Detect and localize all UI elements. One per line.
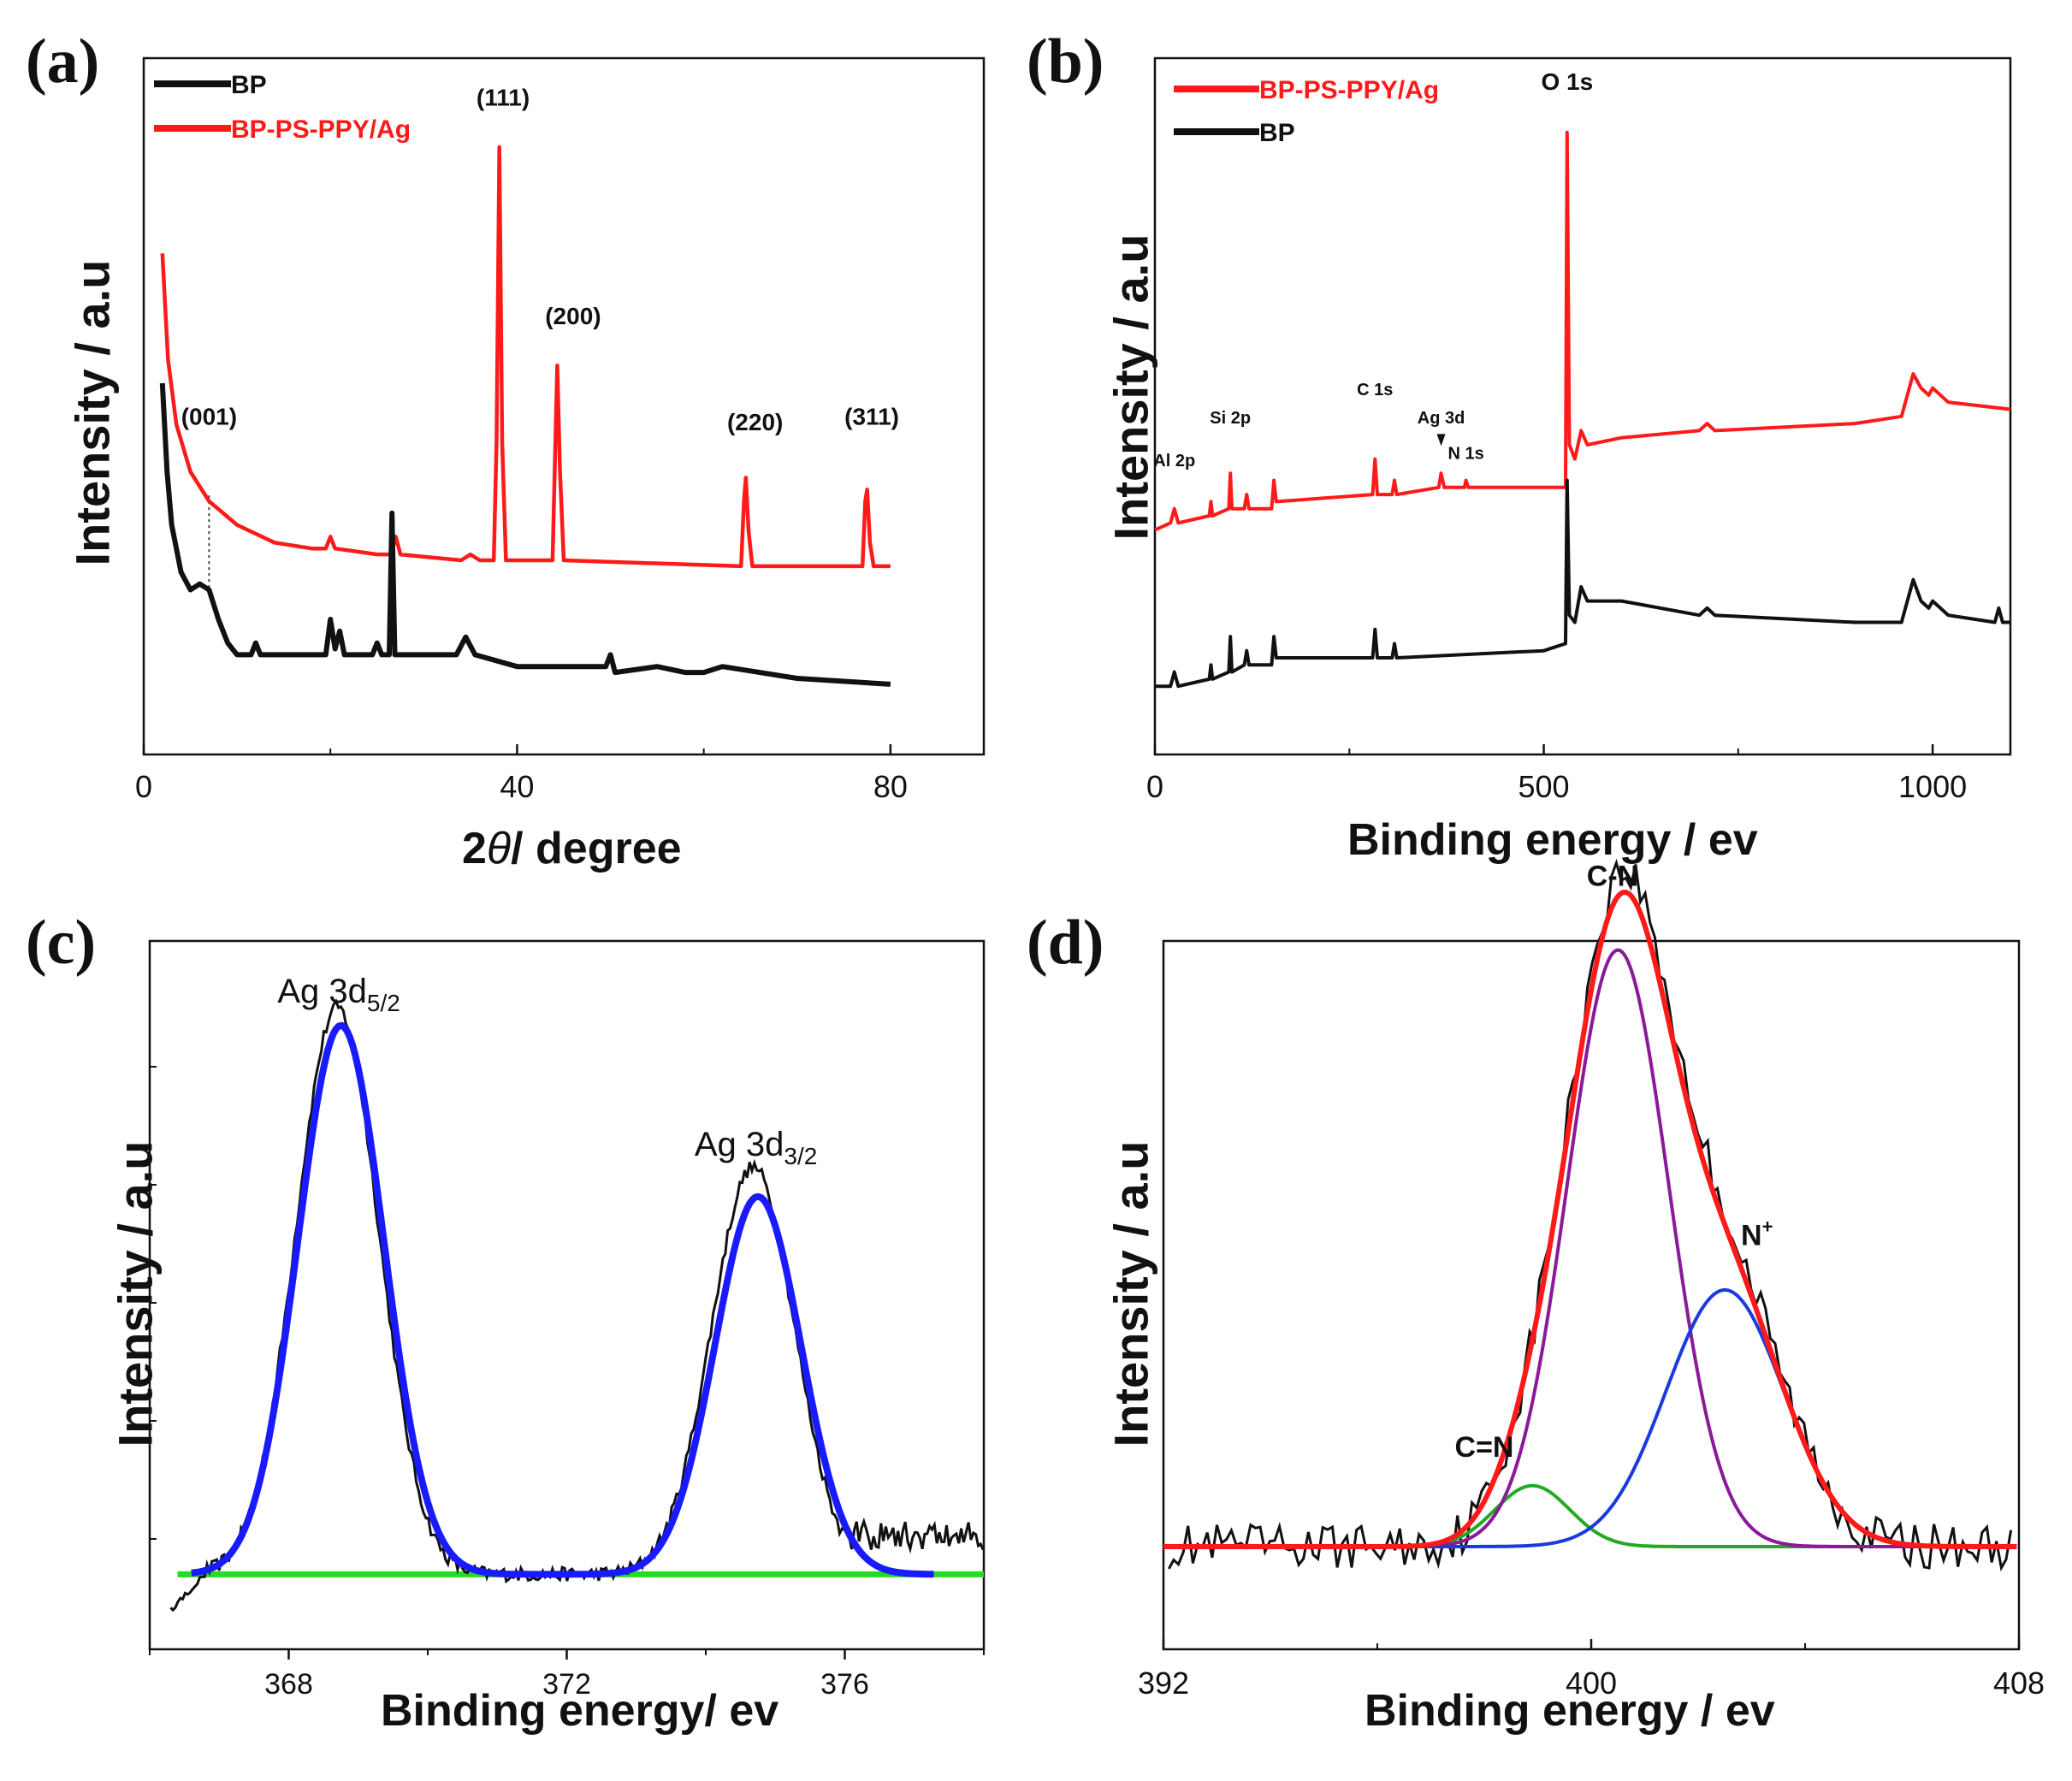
legend-label-bp: BP — [1259, 119, 1295, 147]
panel-label-b: (b) — [1027, 27, 1104, 97]
chart-c: 368 372 376 Ag 3d5/2 Ag 3d3/2 — [148, 939, 986, 1701]
x-tick-label-b: 0 — [1146, 769, 1163, 804]
plot-frame-c — [148, 939, 986, 1651]
x-axis-label-a-theta: θ — [486, 824, 512, 873]
peak-label-subscript: 5/2 — [367, 990, 400, 1016]
x-axis-label-d: Binding energy / ev — [1365, 1686, 1775, 1736]
fit-line — [191, 1021, 935, 1578]
y-axis-label-b: Intensity / a.u — [1104, 234, 1158, 541]
panel-b: (b) Intensity / a.u 0 500 1000 BP-PS-PPY/Ag… — [1027, 26, 2053, 898]
peak-label: N 1s — [1448, 445, 1484, 464]
c-n-component-line — [1163, 948, 2017, 1548]
plot-frame-a — [142, 56, 986, 756]
x-tick-label-b: 500 — [1518, 769, 1570, 804]
x-tick-label-d: 392 — [1138, 1666, 1189, 1701]
x-tick-label-c: 372 — [542, 1668, 591, 1701]
x-axis-label-b: Binding energy / ev — [1347, 815, 1758, 865]
peak-label: (001) — [181, 403, 237, 429]
x-axis-label-c: Binding energy/ ev — [381, 1686, 779, 1736]
x-tick-label-c: 376 — [820, 1668, 869, 1701]
y-axis-label-d: Intensity / a.u — [1104, 1140, 1158, 1447]
peak-label: (220) — [727, 409, 783, 435]
panel-a: (a) Intensity / a.u 0 40 80 BP BP-PS-PPY/Ag (… — [26, 26, 1009, 898]
peak-label: Al 2p — [1153, 452, 1195, 470]
series-bp-line — [1155, 478, 2010, 689]
panel-d: (d) Intensity / a.u 392 400 408 C-N C=N N+ Bi… — [1027, 858, 2053, 1762]
peak-label-ag: Ag 3d3/2 — [695, 1126, 817, 1169]
x-axis-label-a-suffix: / degree — [511, 824, 682, 873]
chart-a: 0 40 80 BP BP-PS-PPY/Ag (001) (111) (200) (220) (… — [135, 56, 986, 804]
series-bp-ps-ppy-ag-line — [160, 145, 891, 569]
series-bp-ps-ppy-ag-line — [1154, 130, 2011, 532]
x-axis-label-a: 2θ/ degree — [462, 823, 682, 874]
legend-label-bp-ps-ppy-ag: BP-PS-PPY/Ag — [231, 115, 411, 144]
peak-label: (111) — [477, 85, 530, 111]
peak-label-n-plus: N+ — [1741, 1216, 1773, 1252]
peak-label: Si 2p — [1210, 409, 1251, 428]
y-axis-label-a: Intensity / a.u — [65, 259, 120, 566]
x-tick-label-d: 400 — [1566, 1666, 1617, 1701]
series-bp-line — [159, 382, 891, 687]
y-axis-label-c: Intensity / a.u — [108, 1140, 163, 1447]
chart-d: 392 400 408 C-N C=N N+ — [1138, 858, 2045, 1701]
x-tick-label-a: 80 — [873, 769, 908, 804]
x-tick-label-c: 368 — [264, 1668, 313, 1701]
x-axis-label-a-prefix: 2 — [462, 824, 487, 873]
peak-label: (200) — [545, 303, 601, 329]
peak-label: O 1s — [1541, 68, 1593, 95]
peak-label-ag: Ag 3d5/2 — [277, 973, 400, 1016]
ag-3d-arrow-icon — [1436, 434, 1446, 447]
peak-label: Ag 3d — [1418, 409, 1465, 428]
legend-label-bp: BP — [231, 71, 267, 99]
peak-label-subscript: 3/2 — [784, 1143, 817, 1169]
panel-c: (c) Intensity / a.u 368 372 376 Ag 3d5/2 Ag … — [26, 907, 1009, 1762]
panel-label-a: (a) — [26, 27, 100, 97]
panel-label-d: (d) — [1027, 908, 1104, 978]
raw-spectrum-line — [1167, 858, 2013, 1572]
peak-label-superscript: + — [1762, 1216, 1773, 1238]
n-plus-component-line — [1163, 1288, 2017, 1548]
peak-label-c-equals-n: C=N — [1455, 1431, 1514, 1464]
panel-label-c: (c) — [26, 908, 97, 978]
peak-label: C 1s — [1357, 381, 1393, 399]
x-tick-label-a: 0 — [135, 769, 152, 804]
x-tick-label-b: 1000 — [1898, 769, 1967, 804]
x-tick-label-a: 40 — [500, 769, 534, 804]
legend-label-bp-ps-ppy-ag: BP-PS-PPY/Ag — [1259, 76, 1439, 104]
peak-label-c-n: C-N — [1587, 861, 1638, 893]
chart-b: 0 500 1000 BP-PS-PPY/Ag BP O 1s C 1s Ag 3d N 1s S… — [1146, 56, 2012, 804]
envelope-fit-line — [1163, 890, 2017, 1549]
peak-label: (311) — [844, 403, 899, 429]
x-tick-label-d: 408 — [1993, 1666, 2045, 1701]
plot-frame-b — [1153, 56, 2012, 756]
